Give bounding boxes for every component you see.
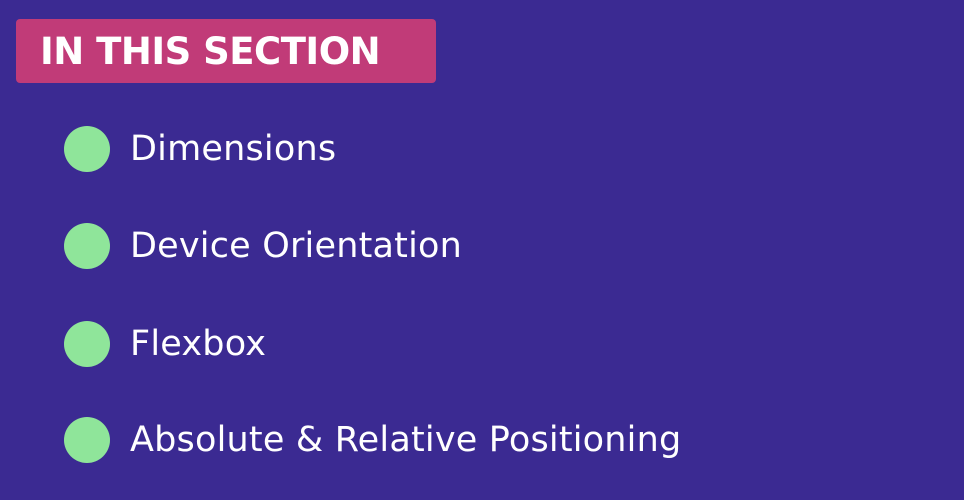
section-title: IN THIS SECTION — [40, 29, 381, 73]
green-dot-icon — [64, 126, 110, 172]
topic-label: Device Orientation — [130, 226, 463, 266]
topic-item-positioning: Absolute & Relative Positioning — [64, 416, 681, 464]
topic-label: Absolute & Relative Positioning — [130, 420, 682, 460]
topic-item-dimensions: Dimensions — [64, 125, 336, 173]
topic-item-device-orientation: Device Orientation — [64, 222, 462, 270]
green-dot-icon — [64, 223, 110, 269]
green-dot-icon — [64, 321, 110, 367]
section-title-badge: IN THIS SECTION — [16, 19, 436, 83]
topic-label: Flexbox — [130, 324, 267, 364]
topic-label: Dimensions — [130, 129, 337, 169]
topic-item-flexbox: Flexbox — [64, 320, 266, 368]
green-dot-icon — [64, 417, 110, 463]
